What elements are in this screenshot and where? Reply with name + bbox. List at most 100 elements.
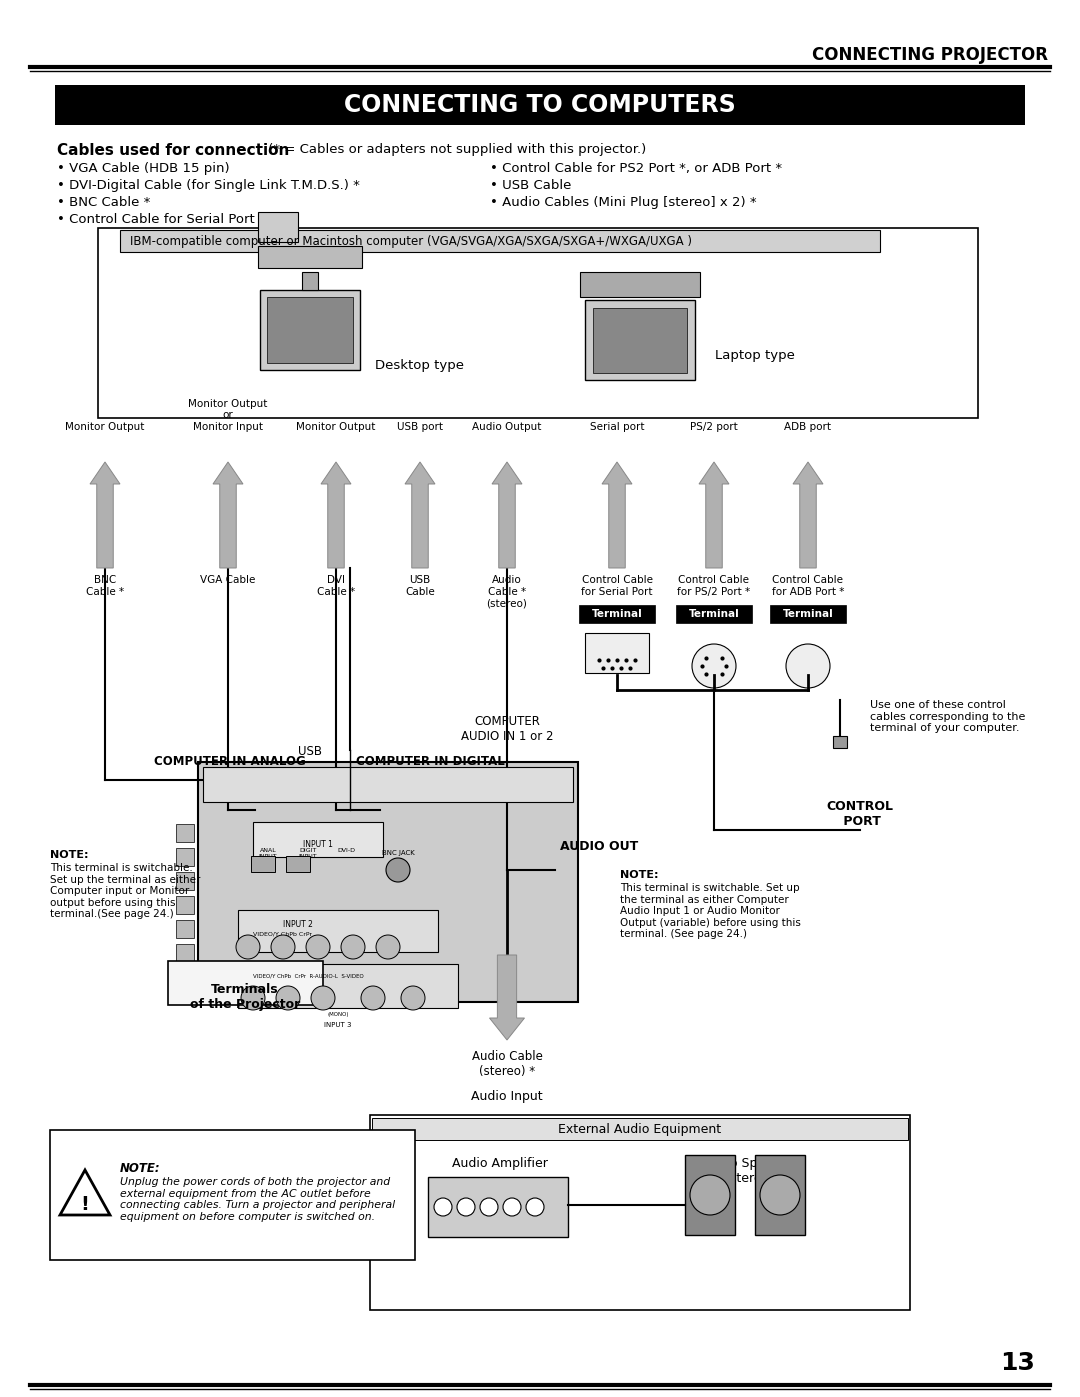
Circle shape [386,858,410,882]
Text: Terminal: Terminal [689,609,740,619]
Bar [176,921,194,937]
Polygon shape [60,1171,110,1215]
Text: Monitor Output: Monitor Output [65,422,145,432]
Text: Audio Amplifier: Audio Amplifier [453,1157,548,1171]
FancyArrow shape [793,462,823,569]
Text: • Control Cable for Serial Port: • Control Cable for Serial Port [57,212,255,226]
Text: External Audio Equipment: External Audio Equipment [558,1123,721,1136]
Text: Unplug the power cords of both the projector and
external equipment from the AC : Unplug the power cords of both the proje… [120,1178,395,1222]
Bar [98,228,978,418]
Text: Audio
Cable *
(stereo): Audio Cable * (stereo) [487,576,527,608]
FancyArrow shape [321,462,351,569]
Text: Control Cable
for PS/2 Port *: Control Cable for PS/2 Port * [677,576,751,597]
Bar [755,1155,805,1235]
Circle shape [276,986,300,1010]
Circle shape [311,986,335,1010]
Text: Audio Cable
(stereo) *: Audio Cable (stereo) * [472,1051,542,1078]
Bar [176,848,194,866]
Bar [203,767,573,802]
Text: BNC
Cable *: BNC Cable * [86,576,124,597]
Text: VIDEO/Y ChPb  CrPr  R-AUDIO-L  S-VIDEO: VIDEO/Y ChPb CrPr R-AUDIO-L S-VIDEO [253,972,364,978]
Bar [176,944,194,963]
Circle shape [306,935,330,958]
Text: AUDIO OUT: AUDIO OUT [561,840,638,854]
Bar [585,300,696,380]
Bar [370,1115,910,1310]
Text: Serial port: Serial port [590,422,645,432]
FancyArrow shape [213,462,243,569]
Text: CONNECTING PROJECTOR: CONNECTING PROJECTOR [812,46,1048,64]
Bar [770,605,846,623]
Text: • Audio Cables (Mini Plug [stereo] x 2) *: • Audio Cables (Mini Plug [stereo] x 2) … [490,196,757,210]
Text: • DVI-Digital Cable (for Single Link T.M.D.S.) *: • DVI-Digital Cable (for Single Link T.M… [57,179,360,191]
Text: NOTE:: NOTE: [120,1162,161,1175]
Bar [176,895,194,914]
Bar [251,856,275,872]
Bar [55,85,1025,124]
Text: NOTE:: NOTE: [50,849,89,861]
Text: This terminal is switchable. Set up
the terminal as either Computer
Audio Input : This terminal is switchable. Set up the … [620,883,801,939]
Text: INPUT 2: INPUT 2 [283,921,313,929]
Circle shape [692,644,735,687]
Text: • BNC Cable *: • BNC Cable * [57,196,150,210]
Text: Terminals
of the Projector: Terminals of the Projector [190,983,300,1011]
Bar [238,964,458,1009]
Bar [168,961,323,1004]
Text: Terminal: Terminal [783,609,834,619]
Circle shape [434,1199,453,1215]
Text: (* = Cables or adapters not supplied with this projector.): (* = Cables or adapters not supplied wit… [264,142,646,156]
Text: DIGIT
INPUT: DIGIT INPUT [299,848,318,859]
Circle shape [241,986,265,1010]
Text: !: ! [81,1196,90,1214]
Text: ADB port: ADB port [784,422,832,432]
Bar [50,1130,415,1260]
Text: This terminal is switchable.
Set up the terminal as either
Computer input or Mon: This terminal is switchable. Set up the … [50,863,201,919]
Text: • USB Cable: • USB Cable [490,179,571,191]
Bar [260,291,360,370]
Circle shape [237,935,260,958]
Bar [120,231,880,251]
Text: INPUT 3: INPUT 3 [324,1023,352,1028]
Circle shape [361,986,384,1010]
Bar [428,1178,568,1236]
Circle shape [526,1199,544,1215]
Circle shape [271,935,295,958]
Text: NOTE:: NOTE: [620,870,659,880]
Text: • VGA Cable (HDB 15 pin): • VGA Cable (HDB 15 pin) [57,162,230,175]
Circle shape [341,935,365,958]
Text: CONTROL
 PORT: CONTROL PORT [826,800,893,828]
Bar [593,307,687,373]
Text: Use one of these control
cables corresponding to the
terminal of your computer.: Use one of these control cables correspo… [870,700,1025,733]
Text: Monitor Output: Monitor Output [296,422,376,432]
Circle shape [786,644,831,687]
Text: (MONO): (MONO) [327,1011,349,1017]
Text: COMPUTER
AUDIO IN 1 or 2: COMPUTER AUDIO IN 1 or 2 [461,715,553,743]
FancyArrow shape [489,956,525,1039]
Text: Desktop type: Desktop type [375,359,464,372]
Bar [833,736,847,747]
Text: Audio Speakers
(stereo): Audio Speakers (stereo) [702,1157,798,1185]
Text: Terminal: Terminal [592,609,643,619]
Text: BNC JACK: BNC JACK [381,849,415,856]
Bar [302,272,318,291]
Text: INPUT 1: INPUT 1 [303,840,333,849]
Text: USB: USB [298,745,322,759]
Text: COMPUTER IN ANALOG: COMPUTER IN ANALOG [154,754,306,768]
Bar [176,872,194,890]
Text: Control Cable
for ADB Port *: Control Cable for ADB Port * [772,576,845,597]
Bar [258,246,362,268]
Bar [580,272,700,298]
Bar [198,761,578,1002]
Text: USB port: USB port [397,422,443,432]
Text: IBM-compatible computer or Macintosh computer (VGA/SVGA/XGA/SXGA/SXGA+/WXGA/UXGA: IBM-compatible computer or Macintosh com… [130,235,692,247]
Circle shape [690,1175,730,1215]
Text: Audio Input: Audio Input [471,1090,543,1104]
Text: • Control Cable for PS2 Port *, or ADB Port *: • Control Cable for PS2 Port *, or ADB P… [490,162,782,175]
Bar [267,298,353,363]
FancyArrow shape [602,462,632,569]
Text: DVI
Cable *: DVI Cable * [316,576,355,597]
Circle shape [376,935,400,958]
Circle shape [503,1199,521,1215]
Text: ANAL
INPUT: ANAL INPUT [259,848,278,859]
Text: Audio Output: Audio Output [472,422,542,432]
